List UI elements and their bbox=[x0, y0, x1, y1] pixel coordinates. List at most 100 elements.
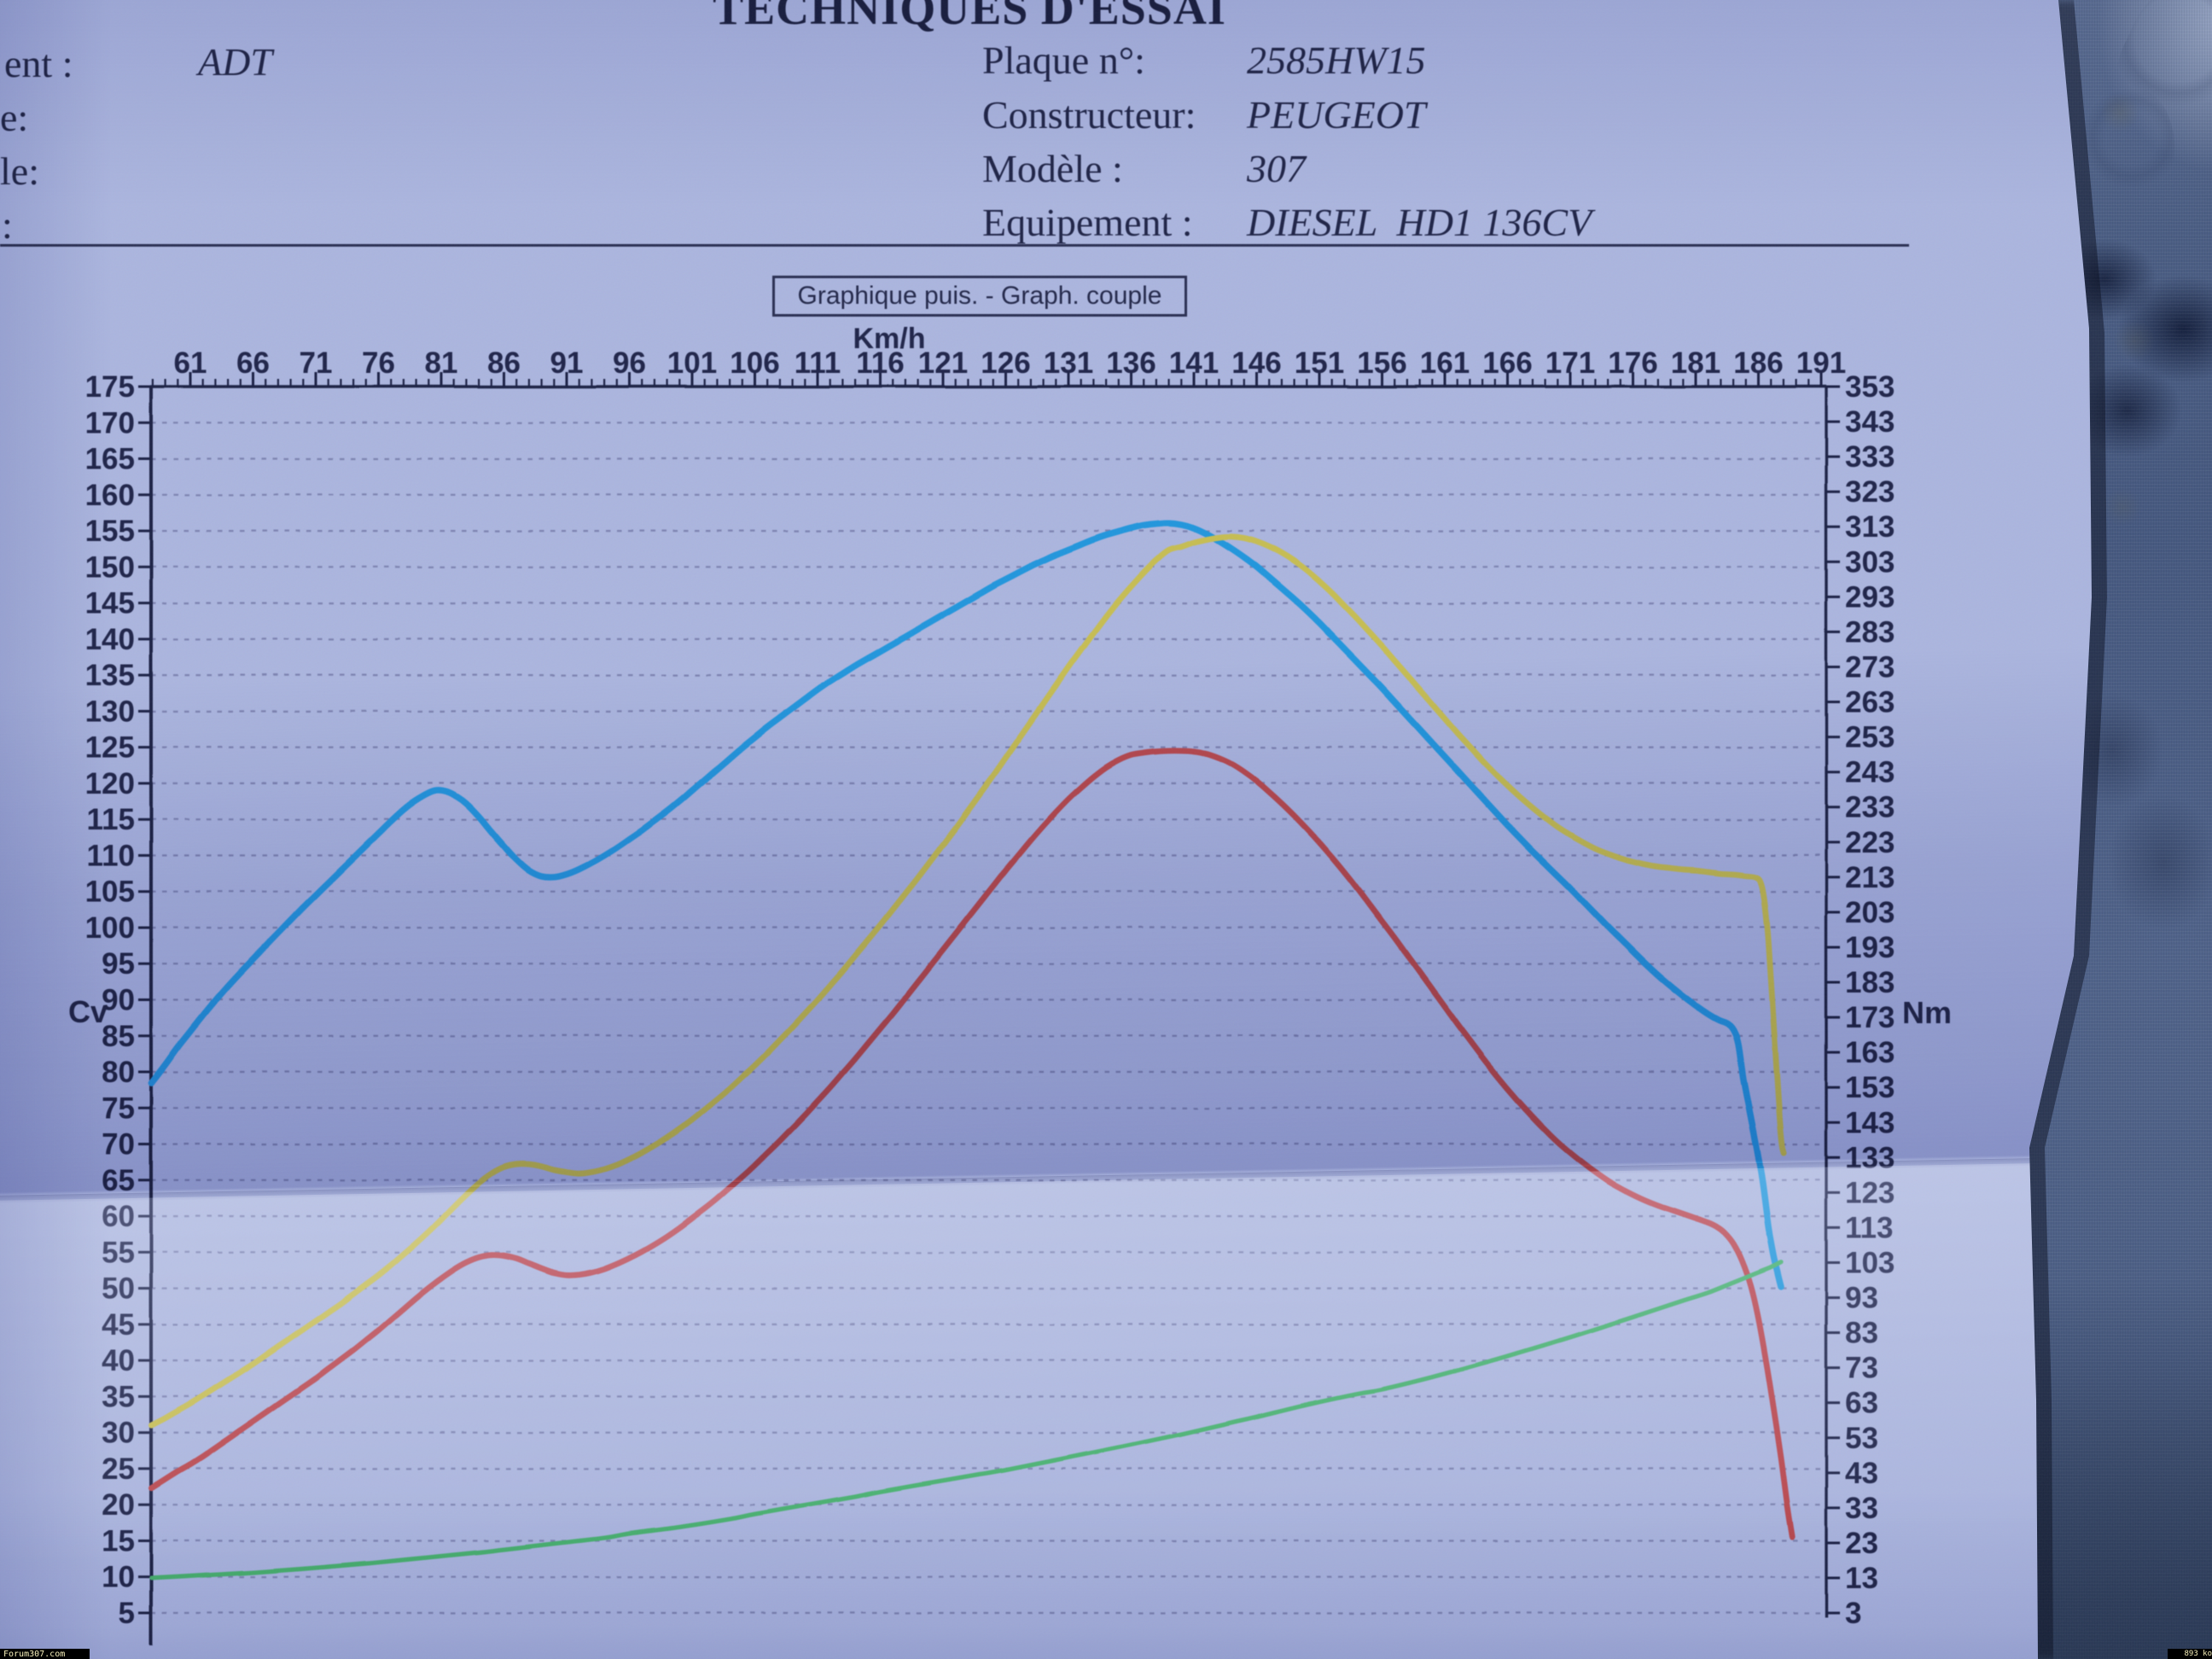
series-blue-line bbox=[148, 520, 1784, 1290]
y-right-tick-label: 23 bbox=[1845, 1527, 1878, 1560]
y-right-tick-label: 243 bbox=[1845, 756, 1895, 789]
series-curves bbox=[148, 520, 1796, 1580]
x-tick-label: 151 bbox=[1295, 346, 1344, 380]
y-left-tick-label: 80 bbox=[102, 1056, 135, 1089]
y-left-tick-label: 165 bbox=[85, 443, 135, 476]
y-right-tick-label: 313 bbox=[1845, 510, 1895, 544]
y-left-tick-label: 35 bbox=[102, 1380, 135, 1413]
y-left-tick-label: 75 bbox=[102, 1091, 135, 1125]
y-left-tick-label: 95 bbox=[102, 947, 135, 981]
y-right-tick-label: 83 bbox=[1845, 1317, 1878, 1350]
x-tick-label: 141 bbox=[1169, 346, 1219, 380]
y-right-tick-label: 203 bbox=[1845, 896, 1895, 929]
y-right-tick-label: 253 bbox=[1845, 721, 1895, 754]
y-right-tick-label: 283 bbox=[1845, 615, 1895, 649]
y-right-tick-label: 273 bbox=[1845, 650, 1895, 684]
x-tick-label: 191 bbox=[1796, 346, 1846, 380]
y-left-tick-label: 5 bbox=[119, 1597, 135, 1630]
y-right-tick-label: 183 bbox=[1845, 966, 1895, 999]
y-right-tick-label: 153 bbox=[1845, 1071, 1895, 1104]
grid-lines bbox=[151, 422, 1826, 1615]
y-left-tick-label: 105 bbox=[85, 876, 135, 909]
y-right-tick-label: 53 bbox=[1845, 1422, 1878, 1455]
y-right-tick-label: 263 bbox=[1845, 686, 1895, 719]
y-left-tick-label: 150 bbox=[85, 550, 135, 584]
x-tick-label: 81 bbox=[425, 346, 458, 380]
series-yellow-line bbox=[148, 533, 1787, 1429]
x-tick-label: 61 bbox=[174, 346, 207, 380]
y-left-tick-label: 130 bbox=[85, 695, 135, 728]
x-tick-label: 111 bbox=[795, 346, 841, 380]
y-right-tick-label: 33 bbox=[1845, 1492, 1878, 1525]
y-left-unit-label: Cv bbox=[68, 994, 108, 1029]
y-right-tick-label: 143 bbox=[1845, 1106, 1895, 1139]
y-right-tick-label: 43 bbox=[1845, 1457, 1878, 1490]
y-left-tick-label: 15 bbox=[102, 1524, 135, 1557]
y-right-tick-label: 3 bbox=[1845, 1597, 1861, 1630]
watermark-forum-text: Forum307.com bbox=[3, 1649, 66, 1659]
series-green-line bbox=[148, 1260, 1784, 1580]
axis-labels: 61 66 71 76 81 86 91 96 101 106 111 116 121 126 131 136… bbox=[68, 323, 1952, 1630]
x-tick-label: 76 bbox=[362, 346, 395, 380]
y-right-tick-label: 323 bbox=[1845, 475, 1895, 509]
x-tick-label: 101 bbox=[667, 346, 717, 380]
y-left-tick-label: 115 bbox=[87, 803, 135, 836]
y-left-tick-label: 50 bbox=[102, 1272, 135, 1306]
x-tick-label: 86 bbox=[487, 346, 521, 380]
x-tick-label: 96 bbox=[613, 346, 646, 380]
x-tick-label: 136 bbox=[1106, 346, 1155, 380]
x-tick-label: 126 bbox=[981, 346, 1030, 380]
y-right-tick-label: 93 bbox=[1845, 1282, 1878, 1315]
x-tick-label: 186 bbox=[1733, 346, 1783, 380]
y-right-tick-label: 123 bbox=[1845, 1176, 1895, 1209]
x-tick-label: 131 bbox=[1044, 346, 1093, 380]
y-left-tick-label: 70 bbox=[102, 1128, 135, 1161]
x-tick-label: 106 bbox=[730, 346, 779, 380]
y-left-tick-label: 120 bbox=[85, 767, 135, 800]
watermark-forum: Forum307.com bbox=[0, 1649, 90, 1659]
y-left-tick-label: 160 bbox=[85, 479, 135, 512]
y-right-tick-label: 333 bbox=[1845, 440, 1895, 474]
tick-marks bbox=[138, 372, 1840, 1615]
y-right-tick-label: 303 bbox=[1845, 545, 1895, 579]
y-left-tick-label: 140 bbox=[85, 623, 135, 656]
y-left-tick-label: 10 bbox=[102, 1561, 135, 1594]
y-right-tick-label: 163 bbox=[1845, 1036, 1895, 1069]
x-tick-label: 146 bbox=[1231, 346, 1281, 380]
y-left-tick-label: 145 bbox=[85, 587, 135, 620]
x-tick-label: 166 bbox=[1482, 346, 1532, 380]
y-left-tick-label: 175 bbox=[85, 370, 135, 404]
y-left-tick-label: 40 bbox=[102, 1344, 135, 1377]
watermark-filesize-text: 893 ko bbox=[2184, 1650, 2212, 1658]
x-tick-label: 66 bbox=[236, 346, 270, 380]
x-tick-label: 176 bbox=[1608, 346, 1657, 380]
y-right-tick-label: 233 bbox=[1845, 791, 1895, 824]
y-right-tick-label: 193 bbox=[1845, 931, 1895, 964]
y-left-tick-label: 170 bbox=[85, 406, 135, 439]
y-right-tick-label: 103 bbox=[1845, 1247, 1895, 1280]
y-left-tick-label: 155 bbox=[85, 515, 135, 548]
x-tick-label: 161 bbox=[1420, 346, 1470, 380]
y-right-tick-label: 213 bbox=[1845, 861, 1895, 894]
y-left-tick-label: 125 bbox=[85, 731, 135, 765]
y-left-tick-label: 30 bbox=[102, 1417, 135, 1450]
y-left-tick-label: 100 bbox=[85, 911, 135, 945]
y-left-tick-label: 65 bbox=[102, 1164, 135, 1197]
y-right-tick-label: 173 bbox=[1845, 1001, 1895, 1034]
y-left-tick-label: 110 bbox=[87, 839, 135, 872]
x-tick-label: 121 bbox=[918, 346, 968, 380]
y-left-tick-label: 25 bbox=[102, 1452, 135, 1486]
x-tick-label: 71 bbox=[300, 346, 333, 380]
y-left-tick-label: 55 bbox=[102, 1236, 135, 1269]
y-right-tick-label: 113 bbox=[1845, 1211, 1893, 1244]
y-left-tick-label: 135 bbox=[85, 659, 135, 692]
y-left-tick-label: 60 bbox=[102, 1200, 135, 1233]
y-right-tick-label: 13 bbox=[1845, 1562, 1878, 1595]
x-tick-label: 171 bbox=[1545, 346, 1595, 380]
y-left-tick-label: 45 bbox=[102, 1308, 135, 1342]
y-left-tick-label: 20 bbox=[102, 1488, 135, 1522]
